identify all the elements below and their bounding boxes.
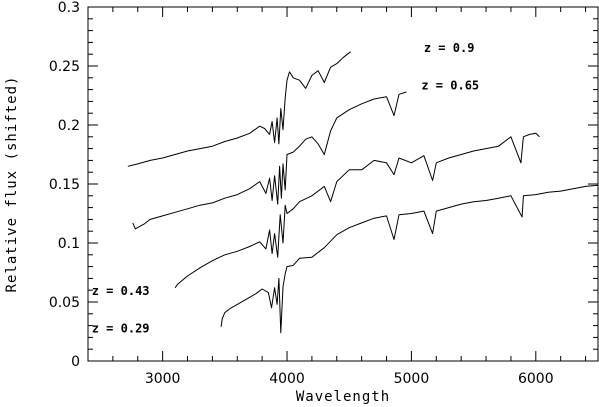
- spectrum-line-1: [132, 91, 407, 230]
- x-tick-label: 6000: [518, 371, 554, 387]
- redshift-label-1: z = 0.65: [421, 79, 479, 93]
- y-tick-label: 0.25: [49, 59, 80, 75]
- y-tick-label: 0.1: [58, 236, 80, 252]
- redshift-label-2: z = 0.43: [92, 284, 150, 298]
- y-tick-label: 0: [71, 354, 80, 370]
- axis-tick-labels: 3000 4000 5000 6000 0 0.05 0.1 0.15 0.2 0.25 0.3: [49, 0, 554, 387]
- y-tick-label: 0.2: [58, 118, 80, 134]
- x-tick-label: 3000: [145, 371, 181, 387]
- redshift-label-3: z = 0.29: [92, 322, 150, 336]
- x-tick-label: 4000: [269, 371, 305, 387]
- plot-frame: [87, 6, 599, 362]
- redshift-label-0: z = 0.9: [424, 41, 475, 55]
- spectrum-line-0: [127, 51, 351, 167]
- y-tick-label: 0.3: [58, 0, 80, 16]
- spectra-series: [127, 51, 599, 334]
- y-tick-label: 0.05: [49, 295, 80, 311]
- x-axis-label: Wavelength: [296, 389, 390, 405]
- y-tick-label: 0.15: [49, 177, 80, 193]
- redshift-annotations: z = 0.9 z = 0.65 z = 0.43 z = 0.29: [92, 41, 479, 336]
- spectrum-line-2: [174, 132, 540, 289]
- x-tick-label: 5000: [394, 371, 430, 387]
- spectrum-line-3: [220, 184, 599, 334]
- axis-ticks: [87, 6, 598, 362]
- y-axis-label: Relative flux (shifted): [4, 76, 20, 293]
